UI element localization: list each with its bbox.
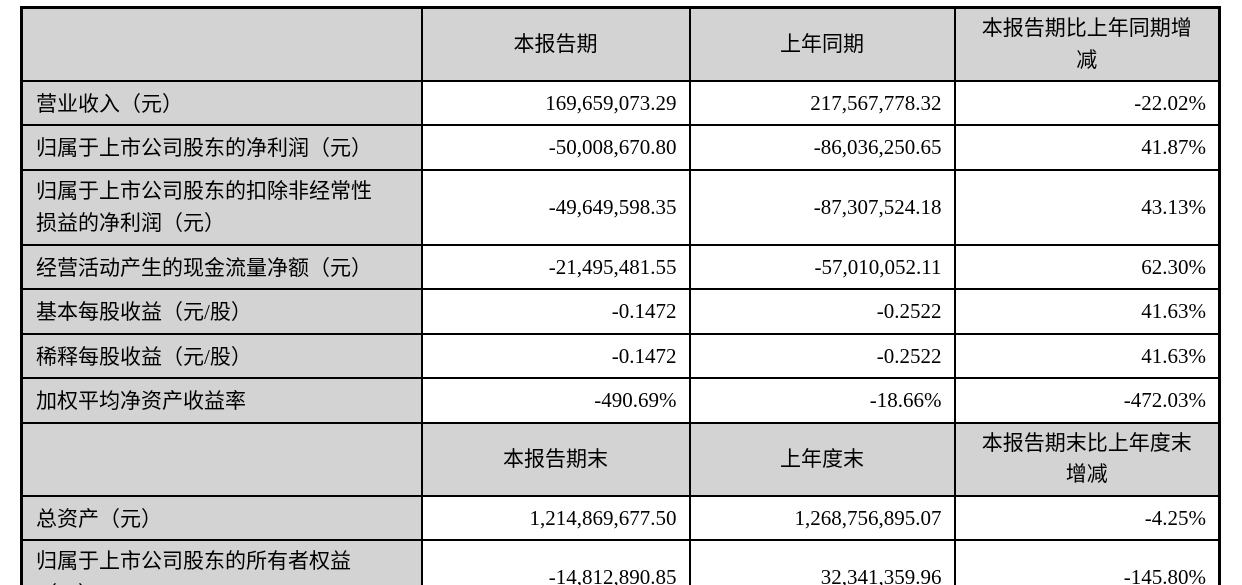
col-header-current-period-end-label: 本报告期末	[503, 447, 608, 472]
value-change: -22.02%	[953, 79, 1221, 127]
row-label: 基本每股收益（元/股）	[20, 288, 423, 335]
col-header-period-change: 本报告期比上年同期增减	[953, 6, 1221, 82]
value-prior-period: -87,307,524.18	[688, 168, 956, 247]
value-change: 43.13%	[953, 168, 1221, 247]
corner-cell	[20, 421, 423, 497]
value-current-period: -49,649,598.35	[420, 168, 691, 247]
col-header-prior-period-label: 上年同期	[780, 32, 864, 57]
col-header-prior-year-end-label: 上年度末	[780, 447, 864, 472]
value-prior-period: -57,010,052.11	[688, 243, 956, 291]
table-row-total-assets: 总资产（元） 1,214,869,677.50 1,268,756,895.07…	[20, 494, 1221, 542]
value-current-period: -21,495,481.55	[420, 243, 691, 291]
table-row-net-profit-excl-nonrecurring: 归属于上市公司股东的扣除非经常性损益的净利润（元） -49,649,598.35…	[20, 168, 1221, 247]
value-change: 41.87%	[953, 124, 1221, 171]
table-row-net-profit: 归属于上市公司股东的净利润（元） -50,008,670.80 -86,036,…	[20, 124, 1221, 171]
row-label: 稀释每股收益（元/股）	[20, 332, 423, 380]
row-label: 总资产（元）	[20, 494, 423, 542]
col-header-period-change-label: 本报告期比上年同期增减	[981, 16, 1192, 72]
value-prior-period: 217,567,778.32	[688, 79, 956, 127]
col-header-prior-year-end: 上年度末	[688, 421, 956, 497]
value-change: -472.03%	[953, 377, 1221, 424]
period-header-row: 本报告期 上年同期 本报告期比上年同期增减	[20, 6, 1221, 82]
col-header-prior-period: 上年同期	[688, 6, 956, 82]
value-change: 62.30%	[953, 243, 1221, 291]
value-prior-period: -0.2522	[688, 288, 956, 335]
row-label: 归属于上市公司股东的净利润（元）	[20, 124, 423, 171]
value-prior-period: 1,268,756,895.07	[688, 494, 956, 542]
value-change: -4.25%	[953, 494, 1221, 542]
value-current-period: -50,008,670.80	[420, 124, 691, 171]
col-header-current-period-end: 本报告期末	[420, 421, 691, 497]
value-prior-period: -86,036,250.65	[688, 124, 956, 171]
row-label: 加权平均净资产收益率	[20, 377, 423, 424]
value-prior-period: 32,341,359.96	[688, 539, 956, 585]
value-current-period: -0.1472	[420, 332, 691, 380]
corner-cell	[20, 6, 423, 82]
table-row-diluted-eps: 稀释每股收益（元/股） -0.1472 -0.2522 41.63%	[20, 332, 1221, 380]
value-prior-period: -0.2522	[688, 332, 956, 380]
period-end-header-row: 本报告期末 上年度末 本报告期末比上年度末增减	[20, 421, 1221, 497]
value-current-period: -14,812,890.85	[420, 539, 691, 585]
table-row-basic-eps: 基本每股收益（元/股） -0.1472 -0.2522 41.63%	[20, 288, 1221, 335]
row-label: 营业收入（元）	[20, 79, 423, 127]
col-header-current-period-label: 本报告期	[513, 32, 598, 57]
col-header-current-period: 本报告期	[420, 6, 691, 82]
row-label: 经营活动产生的现金流量净额（元）	[20, 243, 423, 291]
financial-summary-table: 本报告期 上年同期 本报告期比上年同期增减 营业收入（元） 169,659,07…	[20, 6, 1221, 585]
value-current-period: -0.1472	[420, 288, 691, 335]
row-label: 归属于上市公司股东的所有者权益（元）	[20, 539, 423, 585]
value-change: 41.63%	[953, 288, 1221, 335]
row-label: 归属于上市公司股东的扣除非经常性损益的净利润（元）	[20, 168, 423, 247]
value-change: -145.80%	[953, 539, 1221, 585]
value-current-period: 1,214,869,677.50	[420, 494, 691, 542]
table-row-weighted-avg-roe: 加权平均净资产收益率 -490.69% -18.66% -472.03%	[20, 377, 1221, 424]
table-row-equity-attributable-to-shareholders: 归属于上市公司股东的所有者权益（元） -14,812,890.85 32,341…	[20, 539, 1221, 585]
value-current-period: 169,659,073.29	[420, 79, 691, 127]
table-row-operating-cash-flow: 经营活动产生的现金流量净额（元） -21,495,481.55 -57,010,…	[20, 243, 1221, 291]
col-header-period-end-change-label: 本报告期末比上年度末增减	[981, 430, 1192, 487]
value-prior-period: -18.66%	[688, 377, 956, 424]
value-current-period: -490.69%	[420, 377, 691, 424]
value-change: 41.63%	[953, 332, 1221, 380]
col-header-period-end-change: 本报告期末比上年度末增减	[953, 421, 1221, 497]
table-row-operating-revenue: 营业收入（元） 169,659,073.29 217,567,778.32 -2…	[20, 79, 1221, 127]
